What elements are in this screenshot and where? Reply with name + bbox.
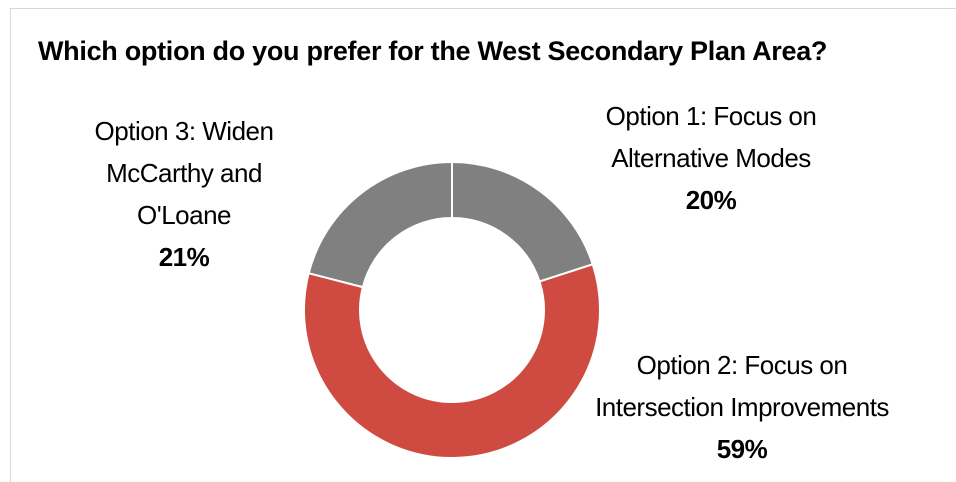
category-label: Option 1: Focus on Alternative Modes xyxy=(605,101,817,173)
data-label-option-1: Option 1: Focus on Alternative Modes 20% xyxy=(566,95,856,221)
slice-option-3 xyxy=(307,160,453,289)
percent-label: 20% xyxy=(685,185,737,215)
chart-border-top xyxy=(10,8,956,9)
category-label: Option 2: Focus on Intersection Improvem… xyxy=(595,350,889,422)
percent-label: 59% xyxy=(716,434,768,464)
percent-label: 21% xyxy=(158,242,210,272)
data-label-option-2: Option 2: Focus on Intersection Improvem… xyxy=(546,344,938,470)
chart-title: Which option do you prefer for the West … xyxy=(38,36,828,66)
slice-option-2 xyxy=(303,263,601,460)
data-label-option-3: Option 3: Widen McCarthy and O'Loane 21% xyxy=(52,110,316,278)
chart-border-left xyxy=(10,8,11,482)
category-label: Option 3: Widen McCarthy and O'Loane xyxy=(94,116,274,230)
